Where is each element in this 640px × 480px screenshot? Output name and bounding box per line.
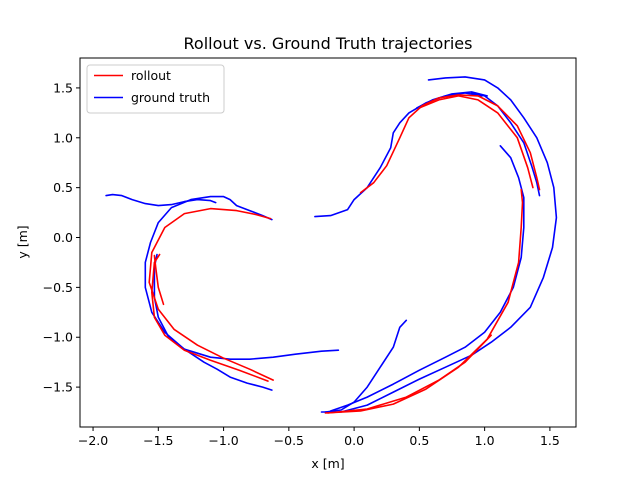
plot-lines [105,76,558,414]
ground-truth-line-1 [144,195,273,391]
x-axis-ticks: −2.0 −1.5 −1.0 −0.5 0.0 0.5 1.0 1.5 [78,427,560,448]
rollout-line-0 [148,207,275,381]
chart-title: Rollout vs. Ground Truth trajectories [184,34,473,53]
ground-truth-line-4 [320,76,558,413]
y-tick-label: 0.0 [53,230,73,245]
ground-truth-line-6 [329,145,525,412]
x-tick-label: −2.0 [78,433,108,448]
x-tick-label: 1.0 [475,433,495,448]
legend-ground-truth-label: ground truth [131,90,210,105]
ground-truth-line-0 [105,193,217,207]
y-axis-ticks: −1.5 −1.0 −0.5 0.0 0.5 1.0 1.5 [43,80,80,395]
y-axis-label: y [m] [15,225,30,258]
x-tick-label: 0.5 [409,433,429,448]
x-tick-label: −1.0 [208,433,238,448]
rollout-line-4 [327,334,493,414]
legend: rollout ground truth [86,64,225,114]
y-tick-label: −1.5 [43,380,73,395]
x-tick-label: 1.5 [540,433,560,448]
legend-rollout-label: rollout [131,68,171,83]
rollout-line-2 [153,254,165,306]
y-tick-label: 1.0 [53,130,73,145]
ground-truth-line-7 [324,319,408,413]
plot-frame [79,57,577,428]
x-tick-label: −1.5 [143,433,173,448]
rollout-line-5 [359,94,541,194]
rollout-line-6 [418,95,534,189]
y-tick-label: −1.0 [43,330,73,345]
x-tick-label: 0.0 [344,433,364,448]
rollout-line-1 [151,253,269,382]
y-tick-label: −0.5 [43,280,73,295]
legend-box [86,64,225,114]
y-tick-label: 1.5 [53,80,73,95]
x-tick-label: −0.5 [274,433,304,448]
ground-truth-line-8 [470,92,541,197]
x-axis-label: x [m] [311,456,344,471]
y-tick-label: 0.5 [53,180,73,195]
